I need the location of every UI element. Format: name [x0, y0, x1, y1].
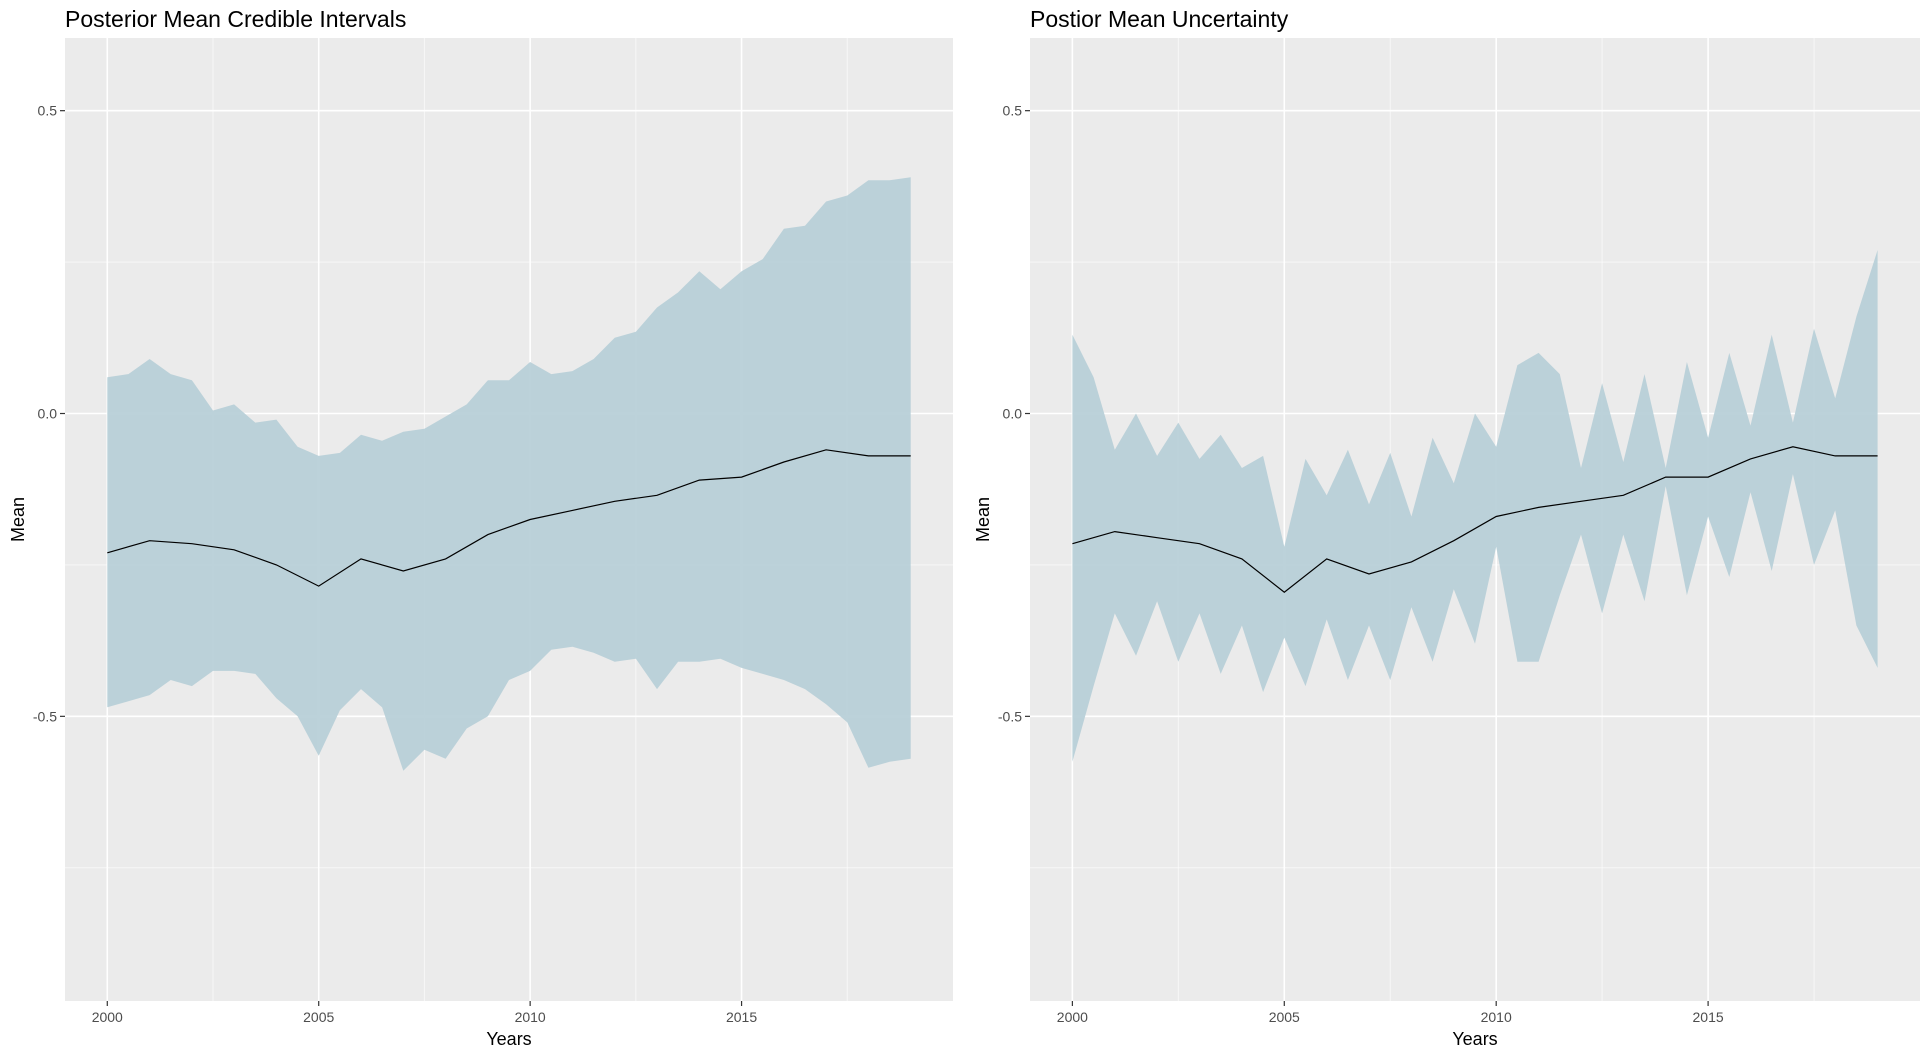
y-tick-label: -0.5 — [998, 708, 1022, 724]
x-tick-label: 2000 — [1057, 1009, 1088, 1025]
y-axis-title: Mean — [973, 497, 993, 542]
x-tick-label: 2015 — [726, 1009, 757, 1025]
mean-line — [107, 449, 911, 587]
y-tick-label: 0.0 — [38, 406, 58, 422]
x-tick-label: 2005 — [303, 1009, 334, 1025]
x-axis-title: Years — [486, 1029, 531, 1049]
y-tick-label: 0.5 — [38, 103, 58, 119]
chart-posterior-mean-uncertainty: 2000 2005 2010 2015 -0.5 0.0 0.5 Postior Mean U… — [973, 6, 1920, 1049]
credible-interval-ribbon — [1072, 250, 1878, 762]
x-tick-label: 2010 — [1481, 1009, 1512, 1025]
chart-title: Posterior Mean Credible Intervals — [65, 6, 406, 32]
y-tick-label: 0.0 — [1003, 406, 1023, 422]
credible-interval-ribbon — [107, 177, 911, 771]
x-tick-label: 2000 — [92, 1009, 123, 1025]
y-tick-label: -0.5 — [33, 708, 57, 724]
chart-title: Postior Mean Uncertainty — [1030, 6, 1289, 32]
mean-line — [1072, 446, 1878, 593]
x-tick-label: 2015 — [1693, 1009, 1724, 1025]
chart-posterior-mean-credible-intervals: 2000 2005 2010 2015 -0.5 0.0 0.5 Posterior Mean… — [8, 6, 953, 1049]
x-tick-label: 2010 — [515, 1009, 546, 1025]
y-tick-label: 0.5 — [1003, 103, 1023, 119]
x-axis-title: Years — [1452, 1029, 1497, 1049]
y-axis-title: Mean — [8, 497, 28, 542]
x-tick-label: 2005 — [1269, 1009, 1300, 1025]
